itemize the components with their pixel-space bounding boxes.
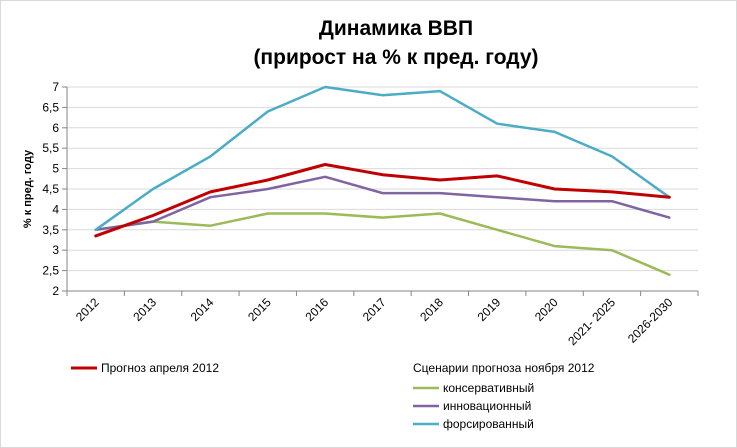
y-tick-label: 5,5 <box>42 141 59 155</box>
x-tick-label: 2012 <box>73 295 102 324</box>
series-line-2 <box>94 212 671 276</box>
legend: Сценарии прогноза ноября 2012 Прогноз ап… <box>71 361 595 431</box>
x-tick-label: 2019 <box>475 295 504 324</box>
x-tick-label: 2015 <box>245 295 274 324</box>
x-tick-label: 2017 <box>360 295 389 324</box>
y-tick-label: 5 <box>52 162 59 176</box>
y-tick-label: 2 <box>52 284 59 298</box>
y-tick-label: 6 <box>52 121 59 135</box>
y-tick-label: 2,5 <box>42 264 59 278</box>
x-tick-label: 2013 <box>130 295 159 324</box>
y-tick-label: 4 <box>52 202 59 216</box>
legend-label: форсированный <box>443 417 534 431</box>
y-axis-label: % к пред. году <box>22 149 34 228</box>
x-tick-label: 2014 <box>188 295 217 324</box>
x-tick-label: 2016 <box>302 295 331 324</box>
chart-subtitle: (прирост на % к пред. году) <box>253 46 538 69</box>
x-tick-label: 2021- 2025 <box>565 295 618 348</box>
y-tick-label: 7 <box>52 80 59 94</box>
axes <box>62 86 699 296</box>
x-tick-label: 2020 <box>532 295 561 324</box>
x-tick-label: 2026-2030 <box>625 295 676 346</box>
series-line-1 <box>94 163 671 238</box>
series-line-4 <box>94 85 671 232</box>
legend-label: консервативный <box>443 381 534 395</box>
gridlines <box>67 86 698 292</box>
y-tick-label: 3,5 <box>42 223 59 237</box>
y-tick-label: 4,5 <box>42 182 59 196</box>
y-tick-label: 6,5 <box>42 100 59 114</box>
legend-label: инновационный <box>443 399 531 413</box>
y-tick-labels: 2 2,5 3 3,5 4 4,5 5 5,5 6 6,5 7 <box>42 80 59 298</box>
x-tick-labels: 2012 2013 2014 2015 2016 2017 2018 2019 2020 2021… <box>73 295 676 348</box>
y-tick-label: 3 <box>52 243 59 257</box>
legend-group-title: Сценарии прогноза ноября 2012 <box>413 361 595 375</box>
chart-title: Динамика ВВП <box>319 17 473 40</box>
series-lines <box>94 85 671 276</box>
series-line-3 <box>94 175 671 232</box>
legend-label: Прогноз апреля 2012 <box>101 361 219 375</box>
x-tick-label: 2018 <box>417 295 446 324</box>
